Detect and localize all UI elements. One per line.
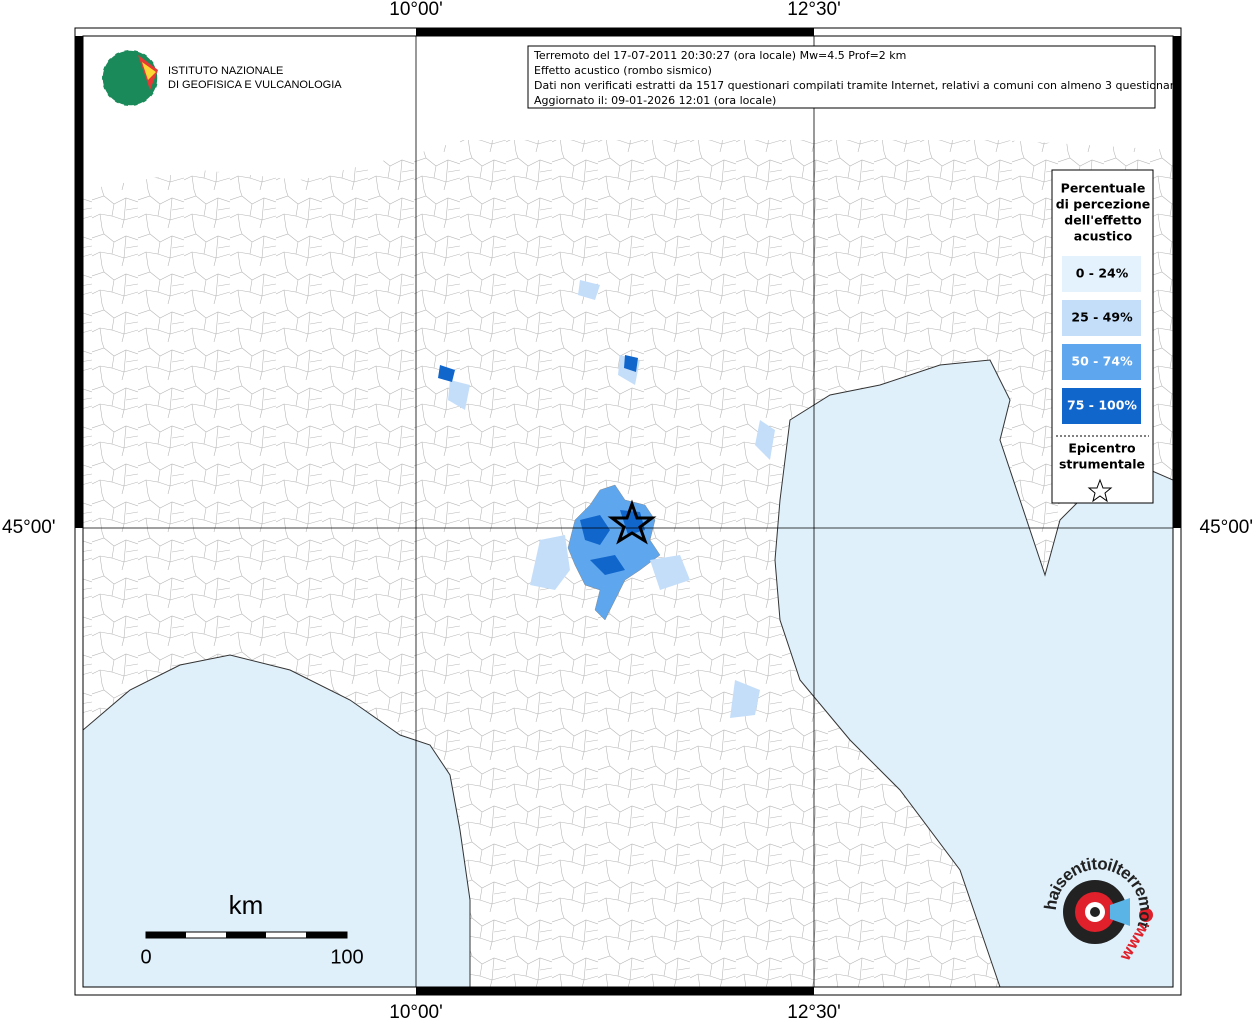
logo-text: DI GEOFISICA E VULCANOLOGIA [168, 79, 342, 91]
legend-swatch [1062, 344, 1141, 380]
info-box [527, 45, 1156, 109]
scale-unit: km [229, 890, 264, 920]
logo [101, 49, 159, 107]
legend-label: 50 - 74% [1071, 354, 1133, 369]
info-line: Dati non verificati estratti da 1517 que… [534, 79, 1181, 92]
graticule-label: 45°00' [2, 517, 56, 538]
legend-title: di percezione [1056, 197, 1151, 212]
legend-title: dell'effetto [1064, 213, 1142, 228]
info-line: Aggiornato il: 09-01-2026 12:01 (ora loc… [534, 94, 776, 107]
logo-text: ISTITUTO NAZIONALE [168, 65, 283, 77]
legend-swatch [1062, 256, 1141, 292]
legend-swatch [1062, 388, 1141, 424]
legend-epicentre: Epicentro [1068, 441, 1136, 456]
graticule-label: 12°30' [787, 1002, 841, 1023]
graticule-label: 45°00' [1200, 517, 1254, 538]
scale-bar [145, 931, 348, 939]
legend-swatch [1062, 300, 1141, 336]
graticule-label: 12°30' [787, 0, 841, 20]
scale-label: 100 [330, 946, 363, 968]
badge [1063, 880, 1153, 944]
info-line: Effetto acustico (rombo sismico) [534, 64, 712, 77]
legend-title: Percentuale [1061, 181, 1146, 196]
legend-epicentre: strumentale [1059, 457, 1145, 472]
graticule-label: 10°00' [389, 1002, 443, 1023]
legend-label: 0 - 24% [1076, 266, 1129, 281]
epicentre [607, 499, 657, 545]
frame [74, 27, 1182, 996]
sea [83, 654, 471, 987]
legend-label: 25 - 49% [1071, 310, 1133, 325]
legend [1051, 169, 1154, 504]
scale-label: 0 [140, 946, 151, 968]
graticule-lines [83, 36, 1173, 987]
legend-label: 75 - 100% [1067, 398, 1137, 413]
map-body [83, 36, 1173, 987]
info-line: Terremoto del 17-07-2011 20:30:27 (ora l… [533, 49, 906, 62]
graticule-label: 10°00' [389, 0, 443, 20]
legend-star [1087, 478, 1113, 503]
legend-title: acustico [1074, 229, 1133, 244]
